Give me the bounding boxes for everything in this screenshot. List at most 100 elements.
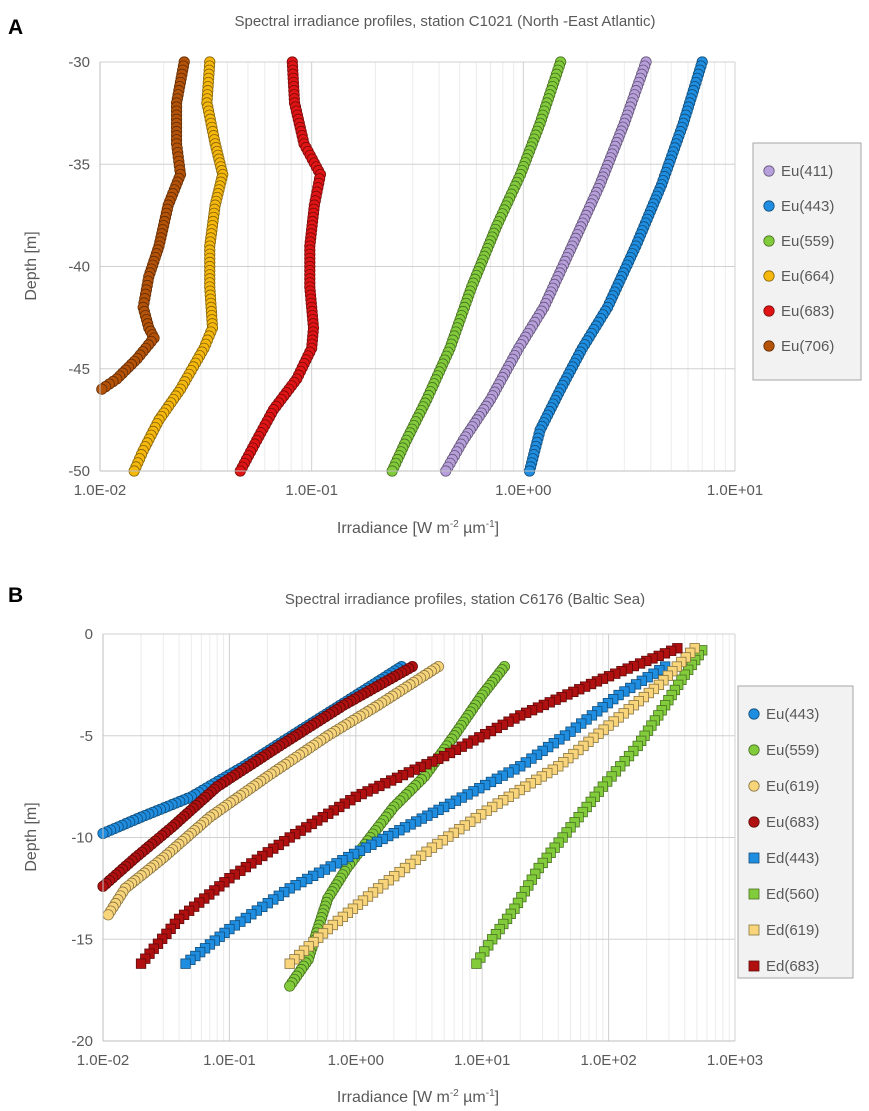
legend-label: Eu(443) [766, 706, 819, 723]
y-tick-label: -45 [68, 361, 90, 378]
legend-marker [748, 960, 760, 972]
series-eu-683 [234, 56, 327, 477]
series-ed-619 [284, 643, 700, 969]
series-eu-559 [386, 56, 567, 477]
series-eu-706 [96, 56, 190, 395]
legend-marker [748, 888, 760, 900]
series-eu-619 [102, 660, 444, 921]
x-tick-label: 1.0E+00 [328, 1052, 384, 1069]
legend-label: Eu(683) [766, 814, 819, 831]
y-tick-label: -40 [68, 259, 90, 276]
x-tick-label: 1.0E+01 [454, 1052, 510, 1069]
legend-marker [763, 235, 775, 247]
legend-item-ed-443: Ed(443) [748, 850, 819, 867]
x-tick-label: 1.0E-01 [285, 482, 338, 499]
data-point [102, 909, 114, 921]
chart-a-axes: 1.0E-02 1.0E-01 1.0E+00 1.0E+01 -30 -35 -40 -45… [68, 54, 763, 499]
legend-label: Ed(619) [766, 922, 819, 939]
legend-marker [748, 816, 760, 828]
legend-marker [763, 305, 775, 317]
legend-marker [763, 340, 775, 352]
data-point [96, 383, 108, 395]
legend-label: Eu(443) [781, 198, 834, 215]
legend-label: Eu(683) [781, 303, 834, 320]
legend-marker [748, 744, 760, 756]
legend-marker [748, 852, 760, 864]
legend-item-ed-560: Ed(560) [748, 886, 819, 903]
legend-label: Eu(411) [781, 163, 833, 180]
legend-item-eu-559: Eu(559) [748, 742, 819, 759]
data-point [180, 958, 191, 969]
chart-panel-b: B Spectral irradiance profiles, station … [8, 584, 854, 1106]
chart-a-legend: Eu(411) Eu(443) Eu(559) Eu(664) Eu(683) Eu(70… [752, 142, 862, 381]
legend-item-eu-683: Eu(683) [748, 814, 819, 831]
chart-b-x-axis-label: Irradiance [W m-2 µm-1] [337, 1088, 499, 1106]
x-tick-label: 1.0E-01 [203, 1052, 256, 1069]
x-tick-label: 1.0E+02 [580, 1052, 636, 1069]
series-eu-443 [97, 660, 408, 840]
y-tick-label: -15 [71, 931, 93, 948]
legend-item-ed-619: Ed(619) [748, 922, 819, 939]
series-eu-683 [97, 660, 418, 892]
chart-panel-a: A Spectral irradiance profiles, station … [8, 13, 862, 537]
legend-item-eu-683: Eu(683) [763, 303, 834, 320]
chart-a-title: Spectral irradiance profiles, station C1… [234, 13, 655, 30]
chart-b-legend: Eu(443) Eu(559) Eu(619) Eu(683) Ed(443) Ed(56… [737, 685, 854, 979]
y-tick-label: -35 [68, 156, 90, 173]
chart-a-x-axis-label: Irradiance [W m-2 µm-1] [337, 519, 499, 537]
legend-marker [748, 780, 760, 792]
x-tick-label: 1.0E+01 [707, 482, 763, 499]
series-ed-683 [135, 643, 683, 969]
y-tick-label: -10 [71, 830, 93, 847]
series-eu-411 [440, 56, 652, 477]
data-point [284, 958, 295, 969]
legend-marker [748, 924, 760, 936]
legend-label: Ed(443) [766, 850, 819, 867]
chart-a-marks [96, 56, 708, 477]
x-tick-label: 1.0E-02 [74, 482, 127, 499]
y-tick-label: -5 [80, 728, 93, 745]
series-ed-443 [180, 661, 671, 969]
legend-item-eu-443: Eu(443) [748, 706, 819, 723]
legend-box [752, 142, 862, 381]
data-point [471, 958, 482, 969]
legend-label: Eu(706) [781, 338, 834, 355]
x-tick-label: 1.0E+00 [495, 482, 551, 499]
legend-label: Eu(559) [781, 233, 834, 250]
chart-b-marks [97, 643, 708, 992]
legend-label: Eu(619) [766, 778, 819, 795]
legend-item-eu-619: Eu(619) [748, 778, 819, 795]
y-tick-label: -30 [68, 54, 90, 71]
series-eu-664 [128, 56, 229, 477]
chart-b-title: Spectral irradiance profiles, station C6… [285, 591, 645, 608]
legend-item-eu-559: Eu(559) [763, 233, 834, 250]
panel-letter-a: A [8, 16, 23, 39]
legend-marker [763, 165, 775, 177]
legend-label: Ed(560) [766, 886, 819, 903]
legend-item-ed-683: Ed(683) [748, 958, 819, 975]
panel-letter-b: B [8, 584, 23, 607]
chart-a-y-axis-label: Depth [m] [23, 231, 40, 300]
legend-item-eu-443: Eu(443) [763, 198, 834, 215]
series-eu-443 [523, 56, 708, 477]
legend-item-eu-706: Eu(706) [763, 338, 834, 355]
data-point [135, 958, 147, 969]
chart-b-y-axis-label: Depth [m] [23, 802, 40, 871]
x-tick-label: 1.0E-02 [77, 1052, 130, 1069]
legend-item-eu-411: Eu(411) [763, 163, 833, 180]
x-tick-label: 1.0E+03 [707, 1052, 763, 1069]
legend-item-eu-664: Eu(664) [763, 268, 834, 285]
y-tick-label: -50 [68, 463, 90, 480]
legend-label: Eu(559) [766, 742, 819, 759]
y-tick-label: 0 [85, 626, 93, 643]
chart-b-axes: 1.0E-02 1.0E-01 1.0E+00 1.0E+01 1.0E+02 1.0E+… [71, 626, 763, 1069]
legend-label: Eu(664) [781, 268, 834, 285]
legend-marker [763, 200, 775, 212]
legend-marker [748, 708, 760, 720]
legend-label: Ed(683) [766, 958, 819, 975]
legend-marker [763, 270, 775, 282]
series-ed-560 [471, 645, 708, 969]
y-tick-label: -20 [71, 1033, 93, 1050]
data-point [284, 980, 296, 992]
